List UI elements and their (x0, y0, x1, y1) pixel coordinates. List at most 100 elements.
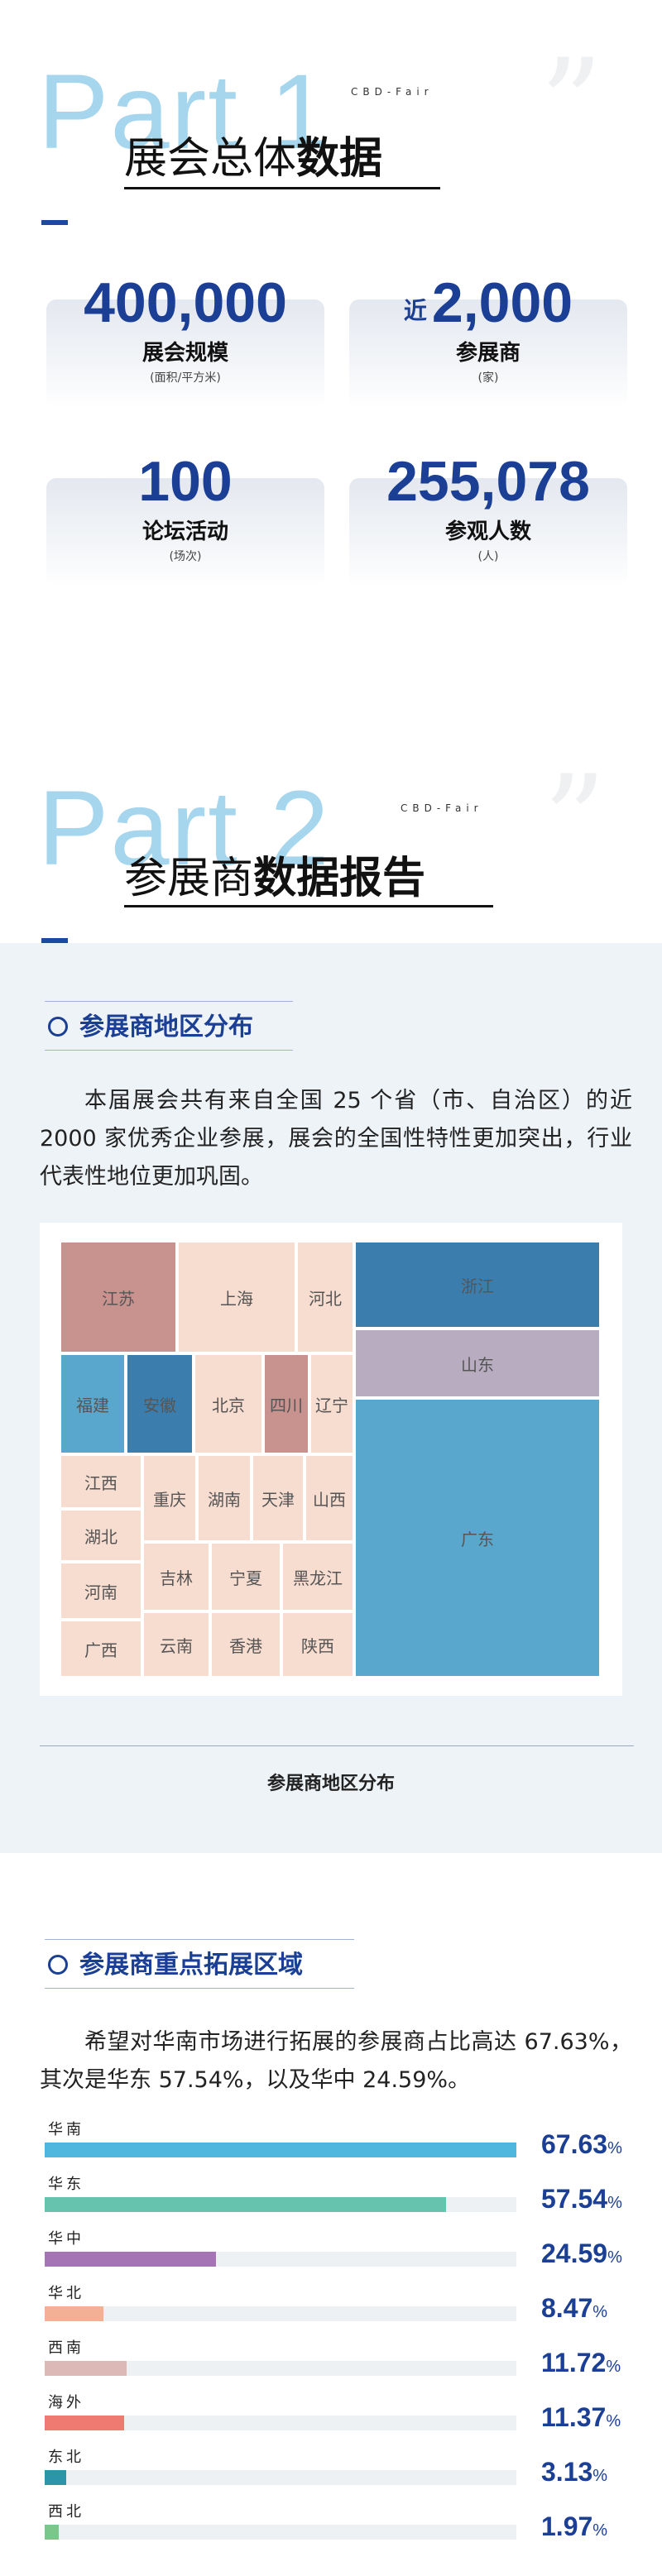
bar-value-unit: % (592, 2303, 608, 2321)
bar-row: 华东 57.54% (45, 2172, 629, 2219)
bar (45, 2416, 124, 2430)
stat-number: 近2,000 (349, 275, 627, 331)
treemap-cell: 陕西 (281, 1611, 354, 1678)
stat-card-scale: 400,000 展会规模 (面积/平方米) (46, 275, 324, 409)
part1-title-bold: 数据 (296, 134, 383, 184)
bar (45, 2470, 67, 2485)
bar-value-label: 1.97% (541, 2511, 607, 2542)
part2-title-light: 参展商 (124, 854, 254, 903)
treemap-cell: 浙江 (354, 1241, 601, 1329)
bar-value-label: 11.37% (541, 2402, 621, 2433)
bar-value-number: 3.13 (541, 2457, 593, 2487)
stat-number: 400,000 (46, 275, 324, 331)
bar-value-number: 11.72 (541, 2348, 607, 2377)
part2-background-text: Part 2 (38, 769, 331, 888)
treemap-label: 陕西 (301, 1635, 334, 1656)
region-chart-caption: 参展商地区分布 (266, 1774, 395, 1794)
bar-track (45, 2143, 516, 2157)
treemap-cell: 天津 (252, 1454, 305, 1542)
bar-track (45, 2252, 516, 2267)
bar-row: 华南 67.63% (45, 2118, 629, 2164)
treemap-cell: 湖南 (197, 1454, 252, 1542)
part1-title-light: 展会总体 (124, 134, 297, 184)
bar (45, 2525, 59, 2540)
bar-row: 华北 8.47% (45, 2282, 629, 2328)
treemap-label: 天津 (261, 1489, 295, 1510)
part1-background-text: Part 1 (38, 53, 331, 171)
bar-category-label: 东北 (48, 2449, 84, 2466)
treemap-label: 辽宁 (315, 1395, 348, 1415)
stat-number-value: 400,000 (84, 271, 287, 334)
bar-row: 华中 24.59% (45, 2227, 629, 2273)
region-section-heading: 参展商地区分布 (45, 1001, 293, 1051)
expansion-paragraph: 希望对华南市场进行拓展的参展商占比高达 67.63%，其次是华东 57.54%，… (40, 2029, 632, 2093)
treemap-label: 四川 (270, 1395, 303, 1415)
bar-value-unit: % (592, 2467, 608, 2485)
treemap-cell: 广东 (354, 1398, 601, 1678)
bar-value-unit: % (592, 2521, 608, 2540)
treemap-label: 江苏 (102, 1288, 135, 1309)
treemap-cell: 吉林 (142, 1542, 210, 1611)
expansion-section-heading: 参展商重点拓展区域 (45, 1939, 354, 1989)
bar-track (45, 2197, 516, 2212)
treemap-label: 湖北 (84, 1526, 118, 1547)
bar (45, 2361, 127, 2376)
treemap-label: 河北 (309, 1288, 342, 1309)
bar-category-label: 华中 (48, 2230, 84, 2248)
stat-unit: (人) (477, 550, 499, 563)
treemap-label: 山东 (461, 1354, 494, 1375)
stat-number-value: 100 (138, 450, 233, 513)
bar-value-unit: % (606, 2358, 621, 2376)
treemap-cell: 北京 (194, 1353, 263, 1454)
bar (45, 2197, 446, 2212)
treemap-label: 安徽 (143, 1395, 176, 1415)
bar-category-label: 华南 (48, 2121, 84, 2138)
bar-value-label: 11.72% (541, 2348, 621, 2378)
treemap-cell: 山西 (305, 1454, 354, 1542)
part1-title-underline (124, 187, 440, 189)
part1-accent-dash (41, 220, 68, 225)
treemap-label: 河南 (84, 1582, 118, 1602)
treemap-cell: 福建 (60, 1353, 126, 1454)
bar-category-label: 华北 (48, 2285, 84, 2302)
treemap-label: 广西 (84, 1640, 118, 1660)
treemap-label: 湖南 (208, 1489, 241, 1510)
bar-value-number: 24.59 (541, 2238, 608, 2268)
bar-row: 海外 11.37% (45, 2391, 629, 2437)
treemap-plot: 广东 浙江 山东 江苏 上海 河北 福建 安徽 北京 四川 辽宁 江西 湖北 河南 广西 重庆 湖南 天津 山西 吉林… (60, 1241, 601, 1678)
treemap-cell: 黑龙江 (281, 1542, 354, 1611)
stat-card-forums: 100 论坛活动 (场次) (46, 453, 324, 587)
stat-number: 255,078 (349, 453, 627, 510)
part2-title-underline (124, 905, 493, 907)
part2-tag: CBD-Fair (401, 802, 483, 814)
bar-value-unit: % (607, 2139, 622, 2157)
circle-icon (48, 1017, 68, 1037)
bar-value-number: 57.54 (541, 2184, 608, 2214)
treemap-cell: 江苏 (60, 1241, 177, 1353)
treemap-cell: 宁夏 (210, 1542, 281, 1611)
stat-card-exhibitors: 近2,000 参展商 (家) (349, 275, 627, 409)
bar-value-unit: % (607, 2248, 622, 2267)
part1-tag: CBD-Fair (351, 86, 434, 98)
bar (45, 2252, 217, 2267)
treemap-label: 云南 (160, 1635, 193, 1656)
treemap-cell: 河南 (60, 1562, 142, 1620)
treemap-label: 重庆 (153, 1489, 186, 1510)
region-paragraph: 本届展会共有来自全国 25 个省（市、自治区）的近 2000 家优秀企业参展，展… (40, 1088, 632, 1190)
treemap-cell: 江西 (60, 1454, 142, 1509)
stat-number: 100 (46, 453, 324, 510)
bar-value-number: 11.37 (541, 2402, 607, 2432)
bar-category-label: 海外 (48, 2394, 84, 2411)
caption-divider (40, 1745, 634, 1746)
bar-track (45, 2416, 516, 2430)
treemap-cell: 重庆 (142, 1454, 197, 1542)
bar-value-label: 67.63% (541, 2129, 622, 2160)
bar-value-label: 24.59% (541, 2238, 622, 2269)
treemap-cell: 湖北 (60, 1509, 142, 1562)
bar-track (45, 2525, 516, 2540)
bar-track (45, 2306, 516, 2321)
stat-label: 论坛活动 (142, 520, 228, 544)
bar (45, 2306, 104, 2321)
treemap-label: 香港 (229, 1635, 262, 1656)
bar (45, 2143, 516, 2157)
